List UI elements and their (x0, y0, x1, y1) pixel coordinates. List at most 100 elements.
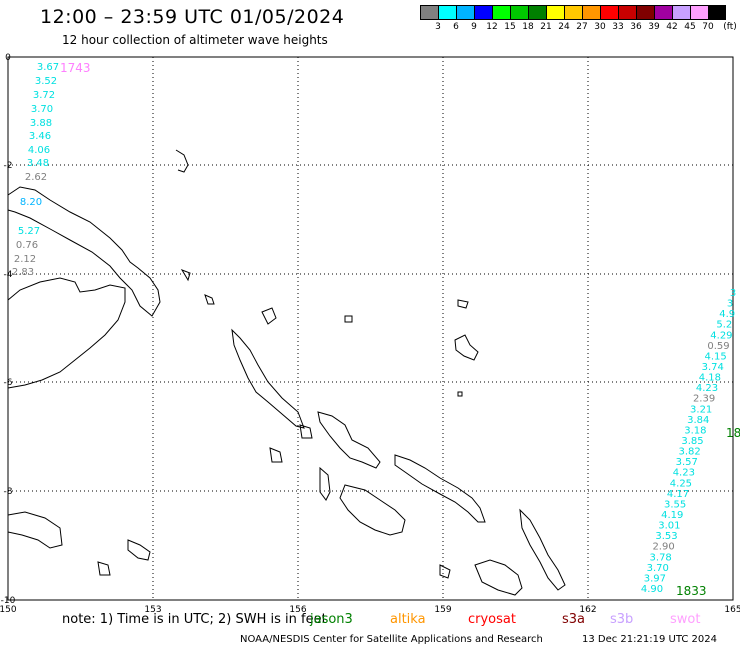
east-track-wave-height: 4.90 (641, 584, 663, 595)
lon-tick-label: 165 (724, 605, 740, 615)
latitude-tick-labels: 0 -2 -4 -6 -8 -10 (1, 53, 16, 606)
east-track-wave-height: 3.70 (647, 563, 669, 574)
coastline-path (175, 149, 189, 173)
lat-lon-grid (7, 56, 734, 601)
legend-swatch (474, 5, 492, 20)
west-track-wave-height: 2.62 (25, 172, 47, 183)
coastline-path (231, 328, 305, 429)
satellite-label-jason3: jason3 (310, 612, 353, 627)
legend-label: 3 (435, 22, 441, 32)
west-track-wave-height: 2.83 (12, 267, 34, 278)
east-track-wave-height: 2.90 (652, 542, 674, 553)
west-track-wave-height: 2.12 (14, 254, 36, 265)
legend-swatch (510, 5, 528, 20)
map-title: 12:00 – 23:59 UTC 01/05/2024 (40, 6, 345, 28)
lon-tick-label: 150 (0, 605, 17, 615)
legend-swatch (456, 5, 474, 20)
west-track-wave-height: 3.52 (35, 76, 57, 87)
lat-tick-label: 0 (5, 53, 11, 63)
east-track-time-label: 18 (726, 426, 740, 440)
coastline-path (317, 411, 381, 469)
legend-label: 6 (453, 22, 459, 32)
legend-swatch (690, 5, 708, 20)
legend-swatch (618, 5, 636, 20)
coastline-path (127, 539, 151, 561)
legend-label: 42 (666, 22, 678, 32)
legend-label: 18 (522, 22, 534, 32)
coastline-path (457, 299, 469, 309)
lon-tick-label: 156 (289, 605, 306, 615)
legend-swatch (654, 5, 672, 20)
legend-label: 15 (504, 22, 516, 32)
coastline-path (454, 334, 479, 361)
coastline-path (299, 424, 313, 439)
legend-label: 12 (486, 22, 498, 32)
east-track-wave-height: 3.84 (687, 415, 709, 426)
west-track-wave-height: 3.72 (33, 90, 55, 101)
lat-tick-label: -10 (1, 596, 16, 606)
legend-label: 30 (594, 22, 606, 32)
east-track-wave-height: 4.15 (705, 351, 727, 362)
coastline-path (339, 484, 406, 536)
east-track-wave-height: 3.18 (684, 425, 706, 436)
east-track-wave-height: 3 (730, 288, 736, 299)
east-track-wave-height: 4.17 (667, 489, 689, 500)
east-track-wave-height: 3.82 (678, 447, 700, 458)
coastline-path (439, 564, 451, 579)
east-track-wave-height: 4.18 (699, 373, 721, 384)
legend-label: 45 (684, 22, 696, 32)
legend-swatch (528, 5, 546, 20)
legend-label: 21 (540, 22, 552, 32)
east-track-wave-height: 4.19 (661, 510, 683, 521)
lat-tick-label: -4 (4, 270, 13, 280)
west-track-wave-height: 3.70 (31, 104, 53, 115)
west-track-time-label: 1743 (60, 61, 91, 75)
east-track-wave-height: 4.29 (710, 330, 732, 341)
legend-label: 24 (558, 22, 570, 32)
lat-tick-label: -2 (4, 161, 13, 171)
coastline-path (7, 511, 63, 549)
west-track-wave-height: 8.20 (20, 197, 42, 208)
east-track-wave-height: 5.2 (716, 320, 732, 331)
east-track-wave-height: 3.78 (650, 552, 672, 563)
legend-swatch (564, 5, 582, 20)
east-track-wave-height: 3.55 (664, 499, 686, 510)
east-track-wave-height: 3.85 (681, 436, 703, 447)
east-track-wave-height: 4.23 (696, 383, 718, 394)
legend-swatch (438, 5, 456, 20)
lon-tick-label: 162 (579, 605, 596, 615)
lon-tick-label: 159 (434, 605, 451, 615)
coastline-path (457, 391, 463, 397)
legend-swatch (492, 5, 510, 20)
legend-label: (ft) (723, 22, 737, 32)
west-track-wave-height: 3.67 (37, 62, 59, 73)
satellite-label-s3b: s3b (610, 612, 634, 627)
footer-timestamp: 13 Dec 21:21:19 UTC 2024 (582, 634, 717, 645)
coastline-path (394, 454, 486, 523)
legend-swatch (600, 5, 618, 20)
legend-label: 70 (702, 22, 714, 32)
legend-swatch (708, 5, 726, 20)
east-track-wave-height: 3.01 (658, 521, 680, 532)
coastline-path (344, 315, 353, 323)
satellite-label-cryosat: cryosat (468, 612, 516, 627)
west-track-wave-height: 4.06 (28, 145, 50, 156)
east-track-wave-height: 3.74 (702, 362, 724, 373)
coastline-path (97, 561, 111, 576)
coastline-path (261, 307, 277, 325)
coastline-path (204, 294, 215, 305)
west-track-wave-height: 3.46 (29, 131, 51, 142)
east-track-wave-height: 3.53 (655, 531, 677, 542)
satellite-label-s3a: s3a (562, 612, 586, 627)
footer-org: NOAA/NESDIS Center for Satellite Applica… (240, 634, 543, 645)
footer-note: note: 1) Time is in UTC; 2) SWH is in fe… (62, 612, 327, 627)
east-track-wave-height: 3.21 (690, 404, 712, 415)
coastline-path (474, 559, 523, 596)
coastline-path (519, 508, 566, 591)
satellite-label-swot: swot (670, 612, 701, 627)
legend-label: 39 (648, 22, 660, 32)
legend-swatch (636, 5, 654, 20)
east-track-wave-height: 3.57 (676, 457, 698, 468)
east-track-wave-height: 2.39 (693, 394, 715, 405)
legend-swatch (672, 5, 690, 20)
